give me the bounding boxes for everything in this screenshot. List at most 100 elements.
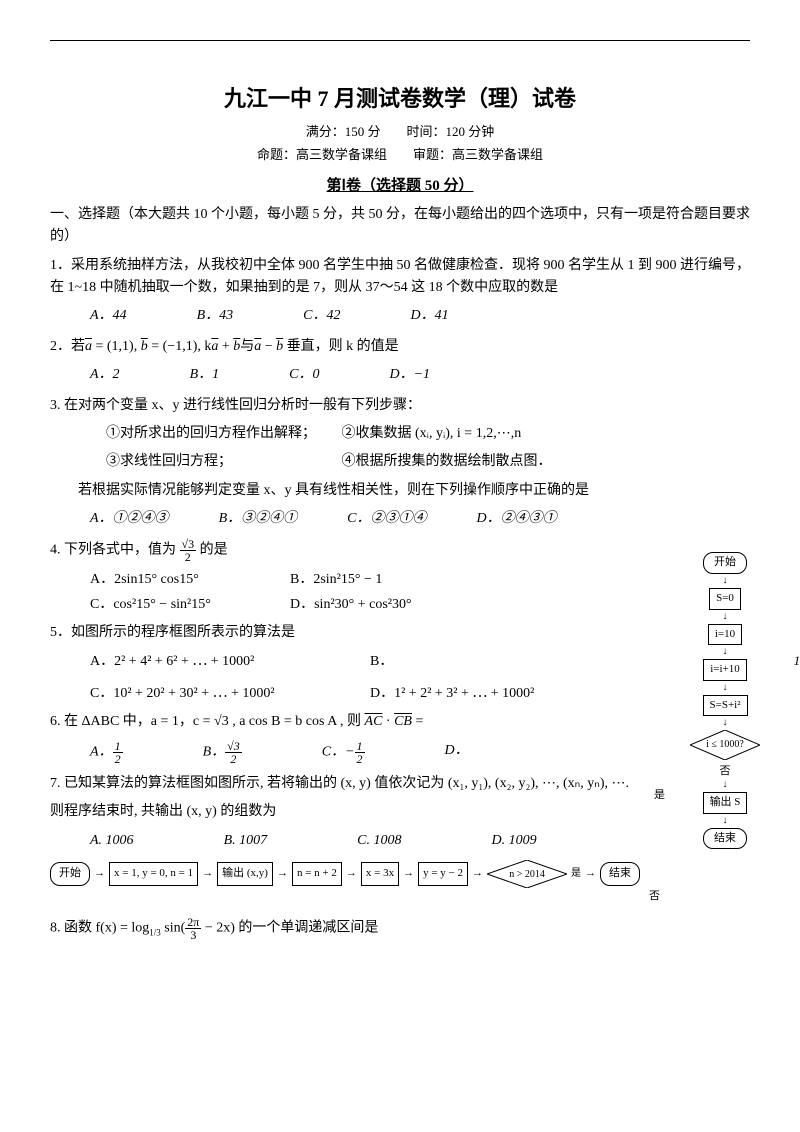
- q7-D: D. 1009: [491, 830, 536, 852]
- q3-s2: ②收集数据 (xᵢ, yᵢ), i = 1,2,⋯,n: [342, 426, 522, 441]
- q1-stem: 1．采用系统抽样方法，从我校初中全体 900 名学生中抽 50 名做健康检查．现…: [50, 255, 750, 300]
- q7-choices: A. 1006 B. 1007 C. 1008 D. 1009: [90, 830, 750, 852]
- q5-choices: A．2² + 4² + 6² + ⋯ + 1000² B． C．10² + 20…: [90, 651, 750, 706]
- arrow-icon: →: [585, 865, 596, 883]
- q7-stem2: 则程序结束时, 共输出 (x, y) 的组数为: [50, 801, 750, 823]
- fc1-start: 开始: [703, 552, 747, 574]
- arrow-icon: →: [346, 865, 357, 883]
- q8-stem: 8. 函数 f(x) = log1/3 sin(2π3 − 2x) 的一个单调递…: [50, 916, 750, 941]
- q3-s1: ①对所求出的回归方程作出解释；: [78, 423, 338, 445]
- q3-row1: ①对所求出的回归方程作出解释； ②收集数据 (xᵢ, yᵢ), i = 1,2,…: [50, 423, 750, 445]
- fc2-end: 结束: [600, 862, 640, 886]
- q4-post: 的是: [200, 543, 228, 558]
- q4-C: C．cos²15° − sin²15°: [90, 594, 290, 616]
- fc1-arrow7: ↓: [660, 817, 790, 825]
- fc1-arrow5: ↓: [660, 719, 790, 727]
- flowchart-q7: 开始 → x = 1, y = 0, n = 1 → 输出 (x,y) → n …: [50, 860, 750, 906]
- q3-cond: 若根据实际情况能够判定变量 x、y 具有线性相关性，则在下列操作顺序中正确的是: [50, 480, 750, 502]
- q6-C: C．−12: [322, 740, 365, 765]
- fc2-x3: x = 3x: [361, 862, 399, 886]
- q5-B-off: 10² + 11² + 12: [794, 651, 800, 672]
- q2-post: 垂直，则 k 的值是: [283, 339, 399, 354]
- q7-stem: 7. 已知某算法的算法框图如图所示, 若将输出的 (x, y) 值依次记为 (x…: [50, 773, 750, 795]
- q2-pre: 2．若: [50, 339, 85, 354]
- q4-stem: 4. 下列各式中，值为 √32 的是: [50, 538, 750, 563]
- q5-D: D．1² + 2² + 3² + ⋯ + 1000²: [370, 683, 570, 705]
- fc2-cond: n > 2014: [487, 860, 567, 888]
- q3-B: B．③②④①: [219, 508, 298, 530]
- q3-s3: ③求线性回归方程；: [78, 451, 338, 473]
- fc2-n2: n = n + 2: [292, 862, 342, 886]
- q3-D: D．②④③①: [476, 508, 556, 530]
- q1-choices: A．44 B．43 C．42 D．41: [90, 305, 750, 327]
- q3-C: C．②③①④: [347, 508, 426, 530]
- top-rule: [50, 40, 750, 41]
- q7-C: C. 1008: [357, 830, 401, 852]
- q4-A: A．2sin15° cos15°: [90, 569, 290, 591]
- q5-stem: 5．如图所示的程序框图所表示的算法是: [50, 622, 750, 644]
- fc1-end: 结束: [703, 828, 747, 850]
- q1-C: C．42: [303, 305, 340, 327]
- arrow-icon: →: [94, 865, 105, 883]
- arrow-icon: →: [277, 865, 288, 883]
- q6-A: A．12: [90, 740, 123, 765]
- q5-B: B．: [370, 651, 570, 673]
- q1-A: A．44: [90, 305, 127, 327]
- fc1-i10: i=10: [708, 624, 742, 646]
- q2-D: D．−1: [389, 364, 430, 386]
- q4-D: D．sin²30° + cos²30°: [290, 594, 490, 616]
- arrow-icon: →: [472, 865, 483, 883]
- q8-pre: 8. 函数 f(x) = log: [50, 920, 149, 935]
- section-title: 第Ⅰ卷（选择题 50 分）: [50, 174, 750, 198]
- fc1-s0: S=0: [709, 588, 741, 610]
- arrow-icon: →: [202, 865, 213, 883]
- fc2-out: 输出 (x,y): [217, 862, 273, 886]
- q2-m4: 与: [240, 339, 254, 354]
- page-title: 九江一中 7 月测试卷数学（理）试卷: [50, 81, 750, 116]
- fc2-y2: y = y − 2: [418, 862, 468, 886]
- q4-pre: 4. 下列各式中，值为: [50, 543, 176, 558]
- q4-frac: √32: [180, 538, 197, 563]
- q2-A: A．2: [90, 364, 120, 386]
- q2-C: C．0: [289, 364, 319, 386]
- q2-m3: +: [218, 339, 233, 354]
- q3-stem: 3. 在对两个变量 x、y 进行线性回归分析时一般有下列步骤：: [50, 395, 750, 417]
- q2-B: B．1: [190, 364, 220, 386]
- q8-sub: 1/3: [149, 927, 161, 937]
- fc1-yes: 是: [654, 787, 665, 805]
- q2-m2: = (−1,1), k: [148, 339, 212, 354]
- q2-m5: −: [261, 339, 276, 354]
- fc1-arrow2: ↓: [660, 613, 790, 621]
- q1-D: D．41: [410, 305, 448, 327]
- fc2-yes: 是: [571, 866, 581, 882]
- q6-choices: A．12 B．√32 C．−12 D．: [90, 740, 750, 765]
- q8-mid: sin(: [161, 920, 186, 935]
- section-intro: 一、选择题（本大题共 10 个小题，每小题 5 分，共 50 分，在每小题给出的…: [50, 204, 750, 249]
- q7-A: A. 1006: [90, 830, 134, 852]
- meta-line-2: 命题：高三数学备课组 审题：高三数学备课组: [50, 145, 750, 166]
- fc2-start: 开始: [50, 862, 90, 886]
- fc1-arrow: ↓: [660, 577, 790, 585]
- q5-A: A．2² + 4² + 6² + ⋯ + 1000²: [90, 651, 370, 673]
- fc2-init: x = 1, y = 0, n = 1: [109, 862, 198, 886]
- fc1-out: 输出 S: [703, 792, 748, 814]
- q6-D: D．: [445, 740, 469, 765]
- q6-B: B．√32: [203, 740, 242, 765]
- meta-line-1: 满分：150 分 时间：120 分钟: [50, 122, 750, 143]
- q8-post: − 2x) 的一个单调递减区间是: [201, 920, 378, 935]
- q4-choices: A．2sin15° cos15° B．2sin²15° − 1 C．cos²15…: [90, 569, 750, 616]
- q6-post: =: [412, 714, 423, 729]
- fc2-no: 否: [50, 888, 660, 906]
- q7-B: B. 1007: [224, 830, 268, 852]
- q3-A: A．①②④③: [90, 508, 169, 530]
- q5-C: C．10² + 20² + 30² + ⋯ + 1000²: [90, 683, 370, 705]
- q1-B: B．43: [197, 305, 234, 327]
- fc1-arrow6: ↓: [660, 781, 790, 789]
- q2-m1: = (1,1),: [92, 339, 141, 354]
- q6-stem: 6. 在 ΔABC 中，a = 1，c = √3 , a cos B = b c…: [50, 711, 750, 733]
- q3-s4: ④根据所搜集的数据绘制散点图．: [342, 454, 552, 469]
- q2-stem: 2．若a = (1,1), b = (−1,1), ka + b与a − b 垂…: [50, 336, 750, 358]
- q3-choices: A．①②④③ B．③②④① C．②③①④ D．②④③①: [90, 508, 750, 530]
- arrow-icon: →: [403, 865, 414, 883]
- q2-choices: A．2 B．1 C．0 D．−1: [90, 364, 750, 386]
